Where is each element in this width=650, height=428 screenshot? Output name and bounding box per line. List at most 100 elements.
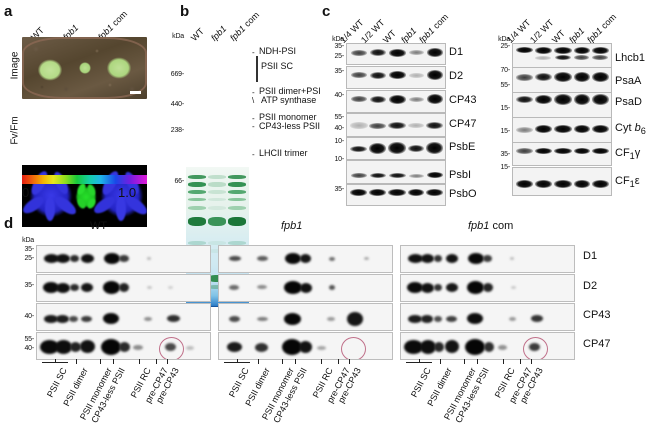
panel-c-left-kda-label: kDa xyxy=(332,36,344,43)
panel-d-wt-tick-cp43-less-psii xyxy=(113,359,114,364)
panel-c-right-blot-cf1epsilon xyxy=(512,167,612,196)
panel-c-left-d1-marker-35: 35- xyxy=(334,43,344,50)
panel-c-right-label-lhcb1: Lhcb1 xyxy=(615,52,645,64)
panel-b-tick-dimer: - xyxy=(252,88,255,97)
panel-c-left-lane-fpb1-com: fpb1 com xyxy=(416,11,451,45)
panel-c-left-d1-marker-25: 25- xyxy=(334,53,344,60)
panel-d-fpb1-blot-d1 xyxy=(218,245,393,273)
panel-d-wt-tick-pre-cp43 xyxy=(167,359,168,364)
panel-a-row-label-image: Image xyxy=(9,51,21,80)
panel-d-fpb1-tick-psii-dimer xyxy=(258,359,259,364)
panel-d-fpb1-blot-cp47 xyxy=(218,332,393,360)
panel-c-left-label-d2: D2 xyxy=(449,70,464,82)
panel-d-fpb1com-blot-d2 xyxy=(400,274,575,302)
panel-d-wt-tick-psii-rc xyxy=(139,359,140,364)
panel-c-right-cf1e-marker-15: 15- xyxy=(500,164,510,171)
panel-c-left-blot-cp47 xyxy=(346,113,446,137)
panel-c-left-cp47-marker-40: 40- xyxy=(334,125,344,132)
panel-c-right-blot-psad xyxy=(512,92,612,118)
panel-c-right-lane-fpb1-com: fpb1 com xyxy=(584,11,619,45)
panel-c-right-lhcb1-marker-25: 25- xyxy=(500,43,510,50)
panel-d-kda-label: kDa xyxy=(22,237,34,244)
panel-b-marker-66: 66- xyxy=(174,178,184,185)
panel-d-wt-blot-d2 xyxy=(36,274,211,302)
panel-b-label-ndh-psi: NDH-PSI xyxy=(259,46,297,56)
panel-b-label-psii-sc: PSII SC xyxy=(261,61,294,71)
panel-c-left-label-cp47: CP47 xyxy=(449,118,477,130)
panel-c-right-psaa-marker-70: 70- xyxy=(500,67,510,74)
panel-b-psii-sc-bracket xyxy=(256,56,258,82)
panel-c-left-psbi-marker-10: 10- xyxy=(334,156,344,163)
panel-c-left-blot-psbo xyxy=(346,184,446,206)
fvfm-leaf xyxy=(116,197,126,221)
panel-c-left-blot-d1 xyxy=(346,43,446,65)
panel-d-fpb1com-blot-cp43 xyxy=(400,303,575,331)
panel-c-left-blot-psbe xyxy=(346,137,446,160)
cytb6-subscript-6: 6 xyxy=(640,126,646,137)
panel-d-wt-tick-psii-dimer xyxy=(76,359,77,364)
panel-b-tick-atp: \ xyxy=(252,96,255,105)
panel-b-marker-238: 238- xyxy=(170,127,184,134)
fvfm-leaf xyxy=(45,197,55,221)
panel-d-genotype-fpb1-com: fpb1 com xyxy=(468,220,514,232)
panel-c-left-cp43-marker-40: 40- xyxy=(334,92,344,99)
panel-d-label-d1: D1 xyxy=(583,250,598,262)
panel-b-tick-ndh: - xyxy=(252,48,255,57)
panel-b-lane-fpb1: fpb1 xyxy=(208,23,229,43)
panel-d-d1-marker-25: 25- xyxy=(24,255,34,262)
panel-c-right-blot-psaa xyxy=(512,67,612,93)
panel-c-right-label-cytb6: Cyt b6 xyxy=(615,122,646,137)
panel-b-marker-669: 669- xyxy=(170,71,184,78)
panel-d-wt-tick-psii-sc-stem xyxy=(55,359,56,363)
panel-c-right-label-psaa: PsaA xyxy=(615,75,642,87)
panel-c-left-label-d1: D1 xyxy=(449,46,464,58)
panel-a-plant-photo xyxy=(22,37,147,99)
panel-d-fpb1com-tick-psii-dimer xyxy=(440,359,441,364)
panel-c-right-blot-lhcb1 xyxy=(512,43,612,68)
panel-d-fpb1-tick-cp43-less-psii xyxy=(295,359,296,364)
gel-lane-fpb1 xyxy=(208,167,227,307)
panel-d-fpb1com-tick-psii-rc xyxy=(503,359,504,364)
panel-b-lane-fpb1-com-italic: fpb1 xyxy=(227,23,248,43)
panel-d-label-cp43: CP43 xyxy=(583,309,611,321)
panel-d-cp47-marker-40: 40- xyxy=(24,345,34,352)
panel-d-genotype-fpb1-com-italic: fpb1 xyxy=(468,220,490,232)
panel-d-wt-tick-psii-monomer xyxy=(100,359,101,364)
panel-c-left-label-psbe: PsbE xyxy=(449,141,476,153)
panel-b-tick-monomer: - xyxy=(252,114,255,123)
panel-b-label-cp43-less-psii: CP43-less PSII xyxy=(259,121,321,131)
cf1e-subscript-1: 1 xyxy=(629,179,635,190)
panel-d-fpb1com-tick-pre-cp47 xyxy=(520,359,521,364)
panel-c-right-blot-cf1gamma xyxy=(512,142,612,166)
panel-b-letter: b xyxy=(180,3,190,20)
panel-c-letter: c xyxy=(322,3,331,20)
panel-d-fpb1-tick-psii-monomer xyxy=(282,359,283,364)
panel-c-right-lane-half-wt: 1/2 WT xyxy=(527,17,556,45)
panel-b-tick-cp43less: - xyxy=(252,122,255,131)
panel-d-label-cp47: CP47 xyxy=(583,338,611,350)
panel-d-genotype-wt: WT xyxy=(90,220,108,232)
panel-d-fpb1-blot-d2 xyxy=(218,274,393,302)
panel-d-fpb1com-tick-pre-cp43 xyxy=(531,359,532,364)
panel-d-fpb1-tick-psii-rc xyxy=(321,359,322,364)
panel-c-left-label-psbo: PsbO xyxy=(449,188,477,200)
scale-bar xyxy=(130,91,141,94)
panel-a-row-label-fvfm: Fv/Fm xyxy=(9,116,21,145)
panel-a-letter: a xyxy=(4,3,13,20)
fvfm-colorbar xyxy=(22,175,147,184)
cytb6-italic-b: b xyxy=(634,122,641,134)
panel-b-kda-label: kDa xyxy=(172,33,184,40)
panel-b-label-atp-synthase: ATP synthase xyxy=(261,95,317,105)
panel-b-lane-fpb1-com: fpb1 com xyxy=(227,9,262,43)
panel-c-right-cf1g-marker-35: 35- xyxy=(500,151,510,158)
colorbar-min-label: 0 xyxy=(22,185,30,200)
panel-d-fpb1com-blot-d1 xyxy=(400,245,575,273)
panel-c-left-blot-cp43 xyxy=(346,90,446,113)
panel-d-wt-blot-d1 xyxy=(36,245,211,273)
panel-c-right-label-psad: PsaD xyxy=(615,96,642,108)
panel-d-cp47-marker-55: 55- xyxy=(24,336,34,343)
panel-b-label-psii-dimer-psi: PSII dimer+PSI xyxy=(259,86,321,96)
panel-c-left-label-psbi: PsbI xyxy=(449,169,472,181)
panel-d-fpb1com-tick-psii-monomer xyxy=(464,359,465,364)
panel-c-right-cytb6-marker-15: 15- xyxy=(500,128,510,135)
